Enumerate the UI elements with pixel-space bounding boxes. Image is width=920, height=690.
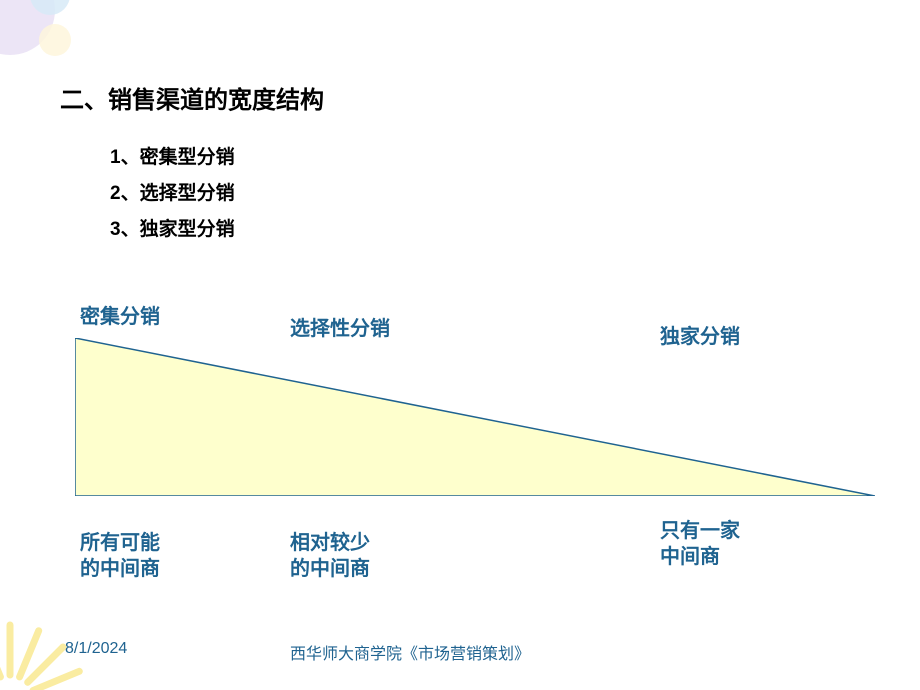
bg-balloons bbox=[0, 0, 90, 90]
distribution-triangle bbox=[75, 338, 875, 496]
list-item: 3、独家型分销 bbox=[110, 212, 235, 248]
label-few-intermediaries: 相对较少的中间商 bbox=[290, 530, 370, 582]
slide-title: 二、销售渠道的宽度结构 bbox=[60, 80, 324, 115]
label-selective: 选择性分销 bbox=[290, 312, 390, 341]
label-all-intermediaries: 所有可能的中间商 bbox=[80, 530, 160, 582]
footer-date: 8/1/2024 bbox=[65, 640, 127, 658]
label-one-intermediary: 只有一家中间商 bbox=[660, 518, 740, 570]
list-item: 1、密集型分销 bbox=[110, 140, 235, 176]
distribution-type-list: 1、密集型分销2、选择型分销3、独家型分销 bbox=[110, 140, 235, 248]
list-item: 2、选择型分销 bbox=[110, 176, 235, 212]
footer-source: 西华师大商学院《市场营销策划》 bbox=[290, 640, 530, 664]
bg-sun-rays bbox=[0, 570, 140, 690]
label-intensive: 密集分销 bbox=[80, 300, 160, 329]
